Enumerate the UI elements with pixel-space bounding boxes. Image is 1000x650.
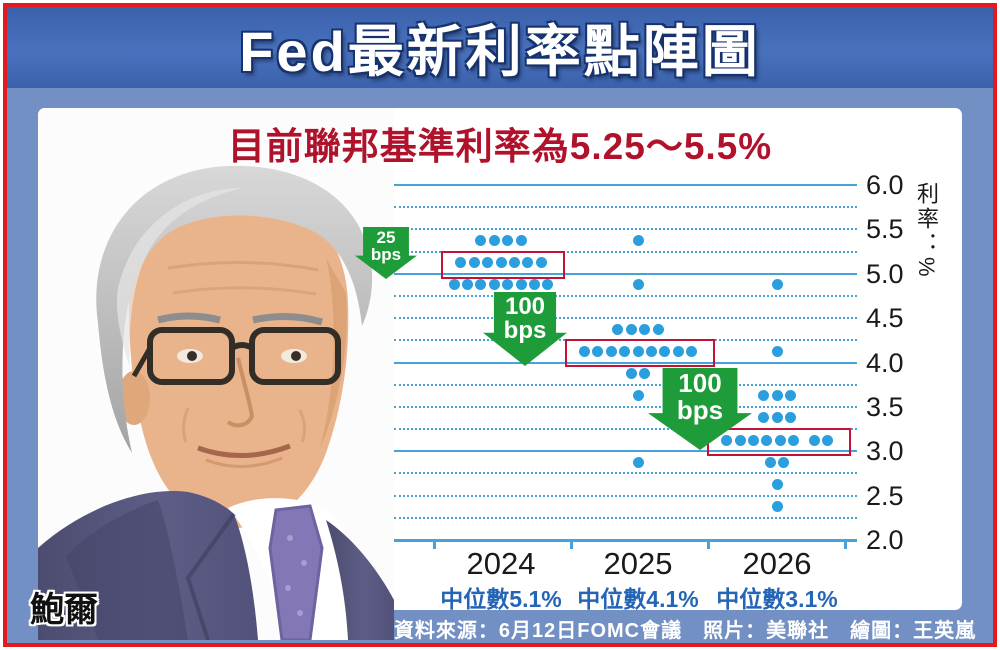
page-title: Fed最新利率點陣圖 <box>239 20 761 83</box>
arrow-unit: bps <box>676 395 724 425</box>
arrow-unit: bps <box>370 245 402 264</box>
powell-portrait-illustration <box>38 108 394 640</box>
arrow-value: 25 <box>376 228 396 247</box>
current-rate-subtitle: 目前聯邦基準利率為5.25～5.5% <box>227 126 773 167</box>
photo-caption: 鮑爾 <box>30 591 98 629</box>
arrow-value: 100 <box>678 368 722 398</box>
source-credit-bar: 資料來源：6月12日FOMC會議 照片：美聯社 繪圖：王英嵐 <box>390 614 980 643</box>
source-text: 資料來源：6月12日FOMC會議 照片：美聯社 繪圖：王英嵐 <box>393 620 977 642</box>
powell-photo <box>38 108 394 640</box>
y-axis-title: 利率：% <box>914 182 939 280</box>
arrow-unit: bps <box>503 317 547 344</box>
title-banner: Fed最新利率點陣圖 <box>7 7 993 88</box>
arrow-value: 100 <box>504 293 546 320</box>
